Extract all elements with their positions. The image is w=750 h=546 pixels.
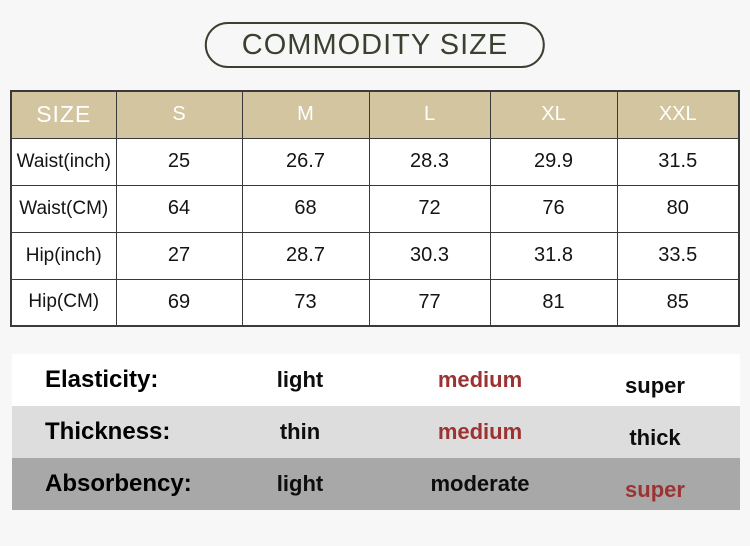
column-header-l: L: [368, 90, 491, 139]
attribute-value: moderate: [430, 471, 530, 496]
attribute-value: thick: [629, 425, 681, 450]
column-header-xl: XL: [489, 90, 618, 139]
attribute-value: medium: [437, 367, 523, 392]
table-row-waist-cm: Waist(CM) 64 68 72 76 80: [10, 184, 740, 233]
table-row-hip-cm: Hip(CM) 69 73 77 81 85: [10, 278, 740, 327]
attribute-label: Thickness:: [45, 418, 171, 445]
size-table: SIZE S M L XL XXL Waist(inch) 25 26.7 28…: [10, 90, 740, 327]
attribute-row-absorbency: Absorbency: light moderate super: [12, 458, 740, 510]
table-cell: 68: [241, 184, 370, 233]
table-cell: 72: [368, 184, 491, 233]
size-table-header-row: SIZE S M L XL XXL: [10, 90, 740, 139]
column-header-xxl: XXL: [616, 90, 740, 139]
table-cell: 76: [489, 184, 618, 233]
attribute-value: thin: [279, 419, 321, 444]
row-label: Hip(inch): [10, 231, 117, 280]
table-cell: 85: [616, 278, 740, 327]
table-cell: 73: [241, 278, 370, 327]
table-cell: 29.9: [489, 137, 618, 186]
table-cell: 28.7: [241, 231, 370, 280]
table-cell: 31.8: [489, 231, 618, 280]
table-cell: 31.5: [616, 137, 740, 186]
attribute-label: Elasticity:: [45, 366, 159, 393]
row-label: Waist(CM): [10, 184, 117, 233]
column-header-m: M: [241, 90, 370, 139]
table-cell: 30.3: [368, 231, 491, 280]
attribute-row-thickness: Thickness: thin medium thick: [12, 406, 740, 458]
table-cell: 64: [115, 184, 243, 233]
row-label: Waist(inch): [10, 137, 117, 186]
table-cell: 27: [115, 231, 243, 280]
attribute-label: Absorbency:: [45, 470, 192, 497]
table-row-hip-inch: Hip(inch) 27 28.7 30.3 31.8 33.5: [10, 231, 740, 280]
table-cell: 28.3: [368, 137, 491, 186]
page-title-badge: COMMODITY SIZE: [204, 22, 546, 68]
page-title: COMMODITY SIZE: [241, 28, 509, 61]
table-cell: 80: [616, 184, 740, 233]
row-label: Hip(CM): [10, 278, 117, 327]
table-cell: 69: [115, 278, 243, 327]
table-cell: 77: [368, 278, 491, 327]
column-header-s: S: [115, 90, 243, 139]
fabric-attributes: Elasticity: light medium super Thickness…: [12, 354, 740, 510]
attribute-value: medium: [437, 419, 523, 444]
attribute-value: light: [276, 367, 324, 392]
attribute-value: super: [625, 373, 685, 398]
table-cell: 26.7: [241, 137, 370, 186]
table-cell: 25: [115, 137, 243, 186]
attribute-value: super: [625, 477, 685, 502]
table-row-waist-inch: Waist(inch) 25 26.7 28.3 29.9 31.5: [10, 137, 740, 186]
attribute-value: light: [276, 471, 324, 496]
attribute-row-elasticity: Elasticity: light medium super: [12, 354, 740, 406]
column-header-size: SIZE: [10, 90, 117, 139]
table-cell: 33.5: [616, 231, 740, 280]
table-cell: 81: [489, 278, 618, 327]
